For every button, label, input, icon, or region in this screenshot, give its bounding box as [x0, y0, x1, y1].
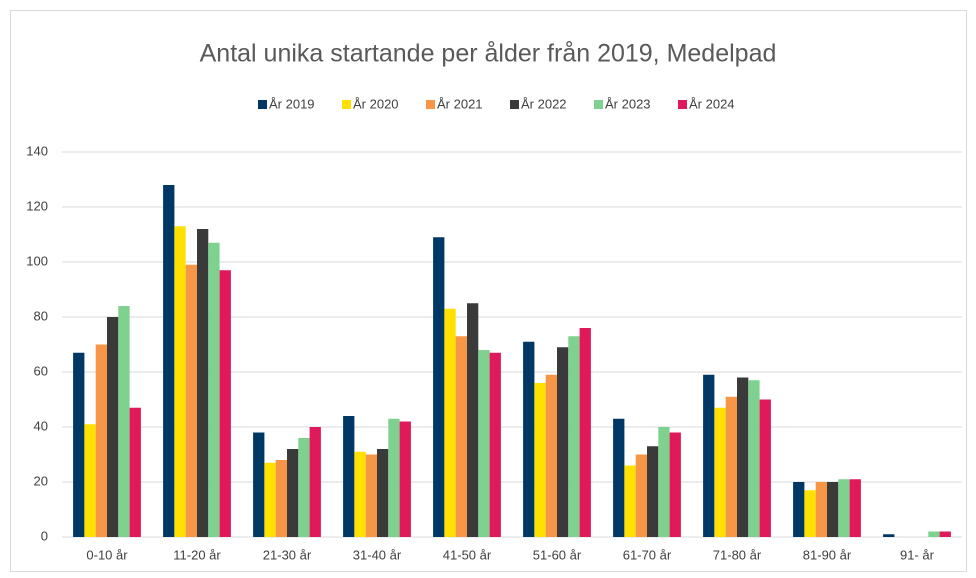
bar	[534, 383, 546, 537]
legend-label: År 2022	[521, 96, 567, 111]
bar	[467, 303, 479, 537]
bar	[557, 347, 569, 537]
bar	[635, 454, 647, 537]
bar	[489, 352, 501, 537]
bar	[174, 226, 186, 537]
y-tick-label: 40	[34, 418, 48, 433]
bar	[545, 374, 557, 537]
bar	[939, 531, 951, 537]
bar	[129, 407, 141, 537]
legend-swatch	[426, 100, 435, 109]
bar	[343, 416, 355, 537]
y-tick-label: 100	[26, 253, 48, 268]
bar	[185, 264, 197, 537]
legend-swatch	[678, 100, 687, 109]
bar	[455, 336, 467, 537]
bar	[287, 449, 299, 537]
bar	[264, 462, 276, 537]
legend-label: År 2021	[437, 96, 483, 111]
x-tick-label: 21-30 år	[263, 547, 312, 562]
bar	[95, 344, 107, 537]
bar	[759, 399, 771, 537]
y-tick-label: 20	[34, 473, 48, 488]
bar	[219, 270, 231, 537]
x-tick-label: 51-60 år	[533, 547, 582, 562]
x-tick-label: 0-10 år	[86, 547, 128, 562]
bar	[433, 237, 445, 537]
bar	[354, 451, 366, 537]
bar	[163, 185, 175, 537]
legend-label: År 2020	[353, 96, 399, 111]
bar	[838, 479, 850, 537]
bar	[793, 482, 805, 537]
bar	[725, 396, 737, 537]
bar	[624, 465, 636, 537]
x-tick-label: 71-80 år	[713, 547, 762, 562]
x-tick-label: 11-20 år	[173, 547, 221, 562]
bar	[568, 336, 580, 537]
y-tick-label: 140	[26, 143, 48, 158]
x-tick-label: 31-40 år	[353, 547, 402, 562]
bar	[107, 317, 119, 537]
bar	[703, 374, 715, 537]
bar	[208, 242, 220, 537]
legend-swatch	[342, 100, 351, 109]
bar	[883, 534, 895, 537]
bar	[309, 427, 321, 537]
y-tick-label: 80	[34, 308, 48, 323]
x-tick-label: 41-50 år	[443, 547, 492, 562]
bar	[849, 479, 861, 537]
legend-swatch	[594, 100, 603, 109]
x-tick-label: 81-90 år	[803, 547, 852, 562]
bar	[815, 482, 827, 537]
bar	[298, 438, 310, 537]
x-tick-label: 91- år	[900, 547, 935, 562]
legend-swatch	[510, 100, 519, 109]
bar	[377, 449, 389, 537]
legend-swatch	[258, 100, 267, 109]
bar	[523, 341, 535, 537]
bar	[365, 454, 377, 537]
bar	[748, 380, 760, 537]
bar	[478, 350, 490, 537]
bar	[388, 418, 400, 537]
bar	[73, 352, 85, 537]
bar	[827, 482, 839, 537]
legend-label: År 2023	[605, 96, 651, 111]
y-tick-label: 120	[26, 198, 48, 213]
bar	[737, 377, 749, 537]
bar	[253, 432, 265, 537]
bar	[84, 424, 96, 537]
chart-title: Antal unika startande per ålder från 201…	[200, 40, 777, 68]
y-tick-label: 60	[34, 363, 48, 378]
bar	[658, 427, 670, 537]
legend-label: År 2024	[689, 96, 735, 111]
bar	[613, 418, 625, 537]
y-tick-label: 0	[41, 528, 48, 543]
x-tick-label: 61-70 år	[623, 547, 672, 562]
bar	[118, 306, 130, 537]
bar	[444, 308, 456, 537]
legend-label: År 2019	[269, 96, 315, 111]
bar	[579, 328, 591, 537]
bar	[714, 407, 726, 537]
bar	[197, 229, 209, 537]
bar	[804, 490, 816, 537]
bar	[647, 446, 659, 537]
bar	[275, 460, 287, 537]
bar	[399, 421, 411, 537]
bar	[669, 432, 681, 537]
bar	[928, 531, 940, 537]
